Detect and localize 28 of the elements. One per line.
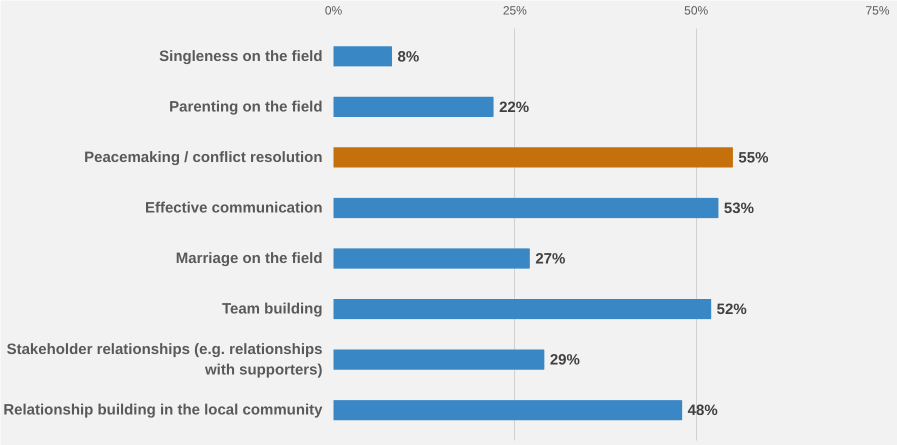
bar <box>334 147 733 168</box>
y-tick-label: Singleness on the field <box>159 48 322 65</box>
data-label: 29% <box>550 352 580 369</box>
data-label: 53% <box>724 200 754 217</box>
data-label: 27% <box>535 250 566 268</box>
data-label: 52% <box>716 301 747 318</box>
x-tick-label: 25% <box>502 4 528 18</box>
x-tick-label: 50% <box>684 4 709 18</box>
bar <box>334 46 392 66</box>
data-label: 22% <box>499 98 530 116</box>
x-tick-label: 75% <box>865 4 890 18</box>
y-tick-label: Team building <box>222 300 323 318</box>
bar <box>334 400 682 420</box>
bar <box>334 350 544 370</box>
y-tick-label: Relationship building in the local community <box>3 402 324 419</box>
data-label: 48% <box>688 402 718 420</box>
y-tick-label: Stakeholder relationships (e.g. relationships with supporters) <box>6 340 323 378</box>
bar <box>334 96 494 117</box>
y-tick-label: Effective communication <box>144 199 323 216</box>
data-label: 8% <box>398 48 420 66</box>
x-tick-label: 0% <box>324 4 342 18</box>
bar <box>334 248 530 269</box>
y-tick-label: Parenting on the field <box>169 98 323 116</box>
bar <box>334 298 712 320</box>
y-tick-label: Peacemaking / conflict resolution <box>84 148 323 166</box>
data-label: 55% <box>738 149 768 166</box>
y-tick-label: Marriage on the field <box>176 250 323 268</box>
bar <box>334 198 718 218</box>
